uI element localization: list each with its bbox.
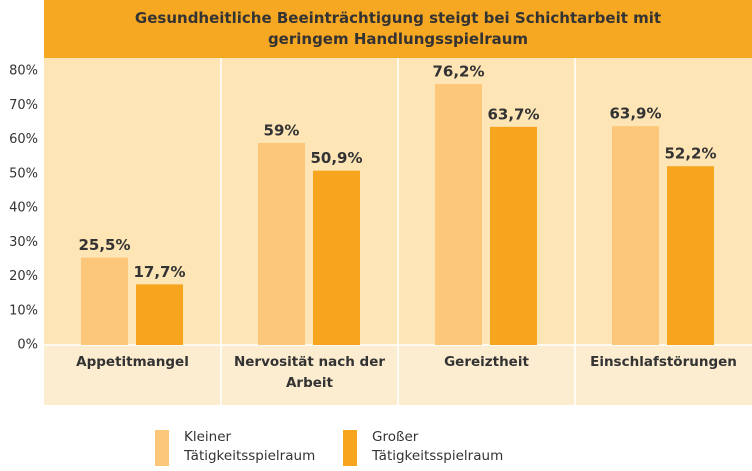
x-tick-label: Gereiztheit xyxy=(444,354,529,370)
legend-label: Großer Tätigkeitsspielraum xyxy=(372,429,504,464)
legend-label: Kleiner Tätigkeitsspielraum xyxy=(184,429,316,464)
x-tick-label: Nervosität nach der Arbeit xyxy=(233,354,386,391)
value-label: 63,7% xyxy=(487,105,539,123)
value-label: 17,7% xyxy=(133,263,185,281)
value-label: 63,9% xyxy=(609,105,661,123)
x-tick-label: Appetitmangel xyxy=(76,354,189,370)
value-label: 50,9% xyxy=(310,149,362,167)
legend-swatch xyxy=(155,430,169,466)
y-tick-label: 50% xyxy=(9,166,38,181)
bar xyxy=(313,170,360,345)
y-tick-label: 70% xyxy=(9,98,38,113)
chart-title: Gesundheitliche Beeinträchtigung steigt … xyxy=(44,0,752,58)
y-tick-label: 10% xyxy=(9,303,38,318)
legend-swatch xyxy=(343,430,357,466)
x-tick-label: Einschlafstörungen xyxy=(590,354,737,370)
bar xyxy=(258,142,305,345)
y-tick-label: 80% xyxy=(9,64,38,79)
y-tick-label: 60% xyxy=(9,132,38,147)
value-label: 76,2% xyxy=(432,63,484,81)
value-label: 25,5% xyxy=(78,236,130,254)
y-tick-label: 20% xyxy=(9,269,38,284)
bar xyxy=(612,126,659,345)
bar xyxy=(136,284,183,345)
bar xyxy=(667,166,714,345)
bar xyxy=(81,257,128,345)
y-tick-label: 30% xyxy=(9,235,38,250)
y-tick-label: 40% xyxy=(9,201,38,216)
y-tick-label: 0% xyxy=(17,338,38,353)
value-label: 52,2% xyxy=(664,145,716,163)
bar xyxy=(435,84,482,345)
value-label: 59% xyxy=(264,121,300,139)
bar xyxy=(490,126,537,345)
